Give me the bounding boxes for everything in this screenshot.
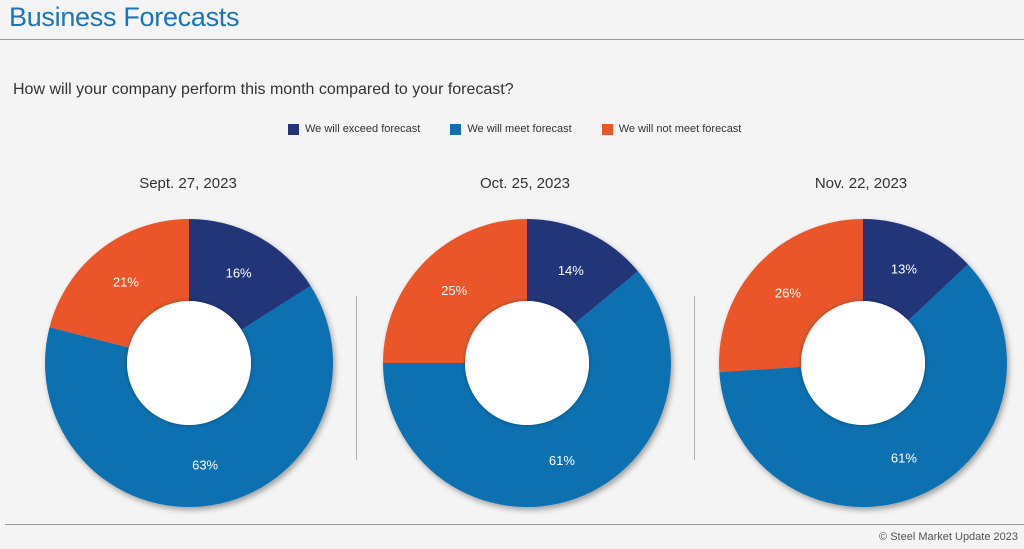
slice-label-exceed-nov: 13% [891,261,917,276]
legend-label-not-meet: We will not meet forecast [618,123,742,135]
legend-label-exceed: We will exceed forecast [305,123,421,135]
header-divider [0,39,1024,40]
slice-exceed-oct [527,219,638,324]
donut-hole-sept [127,301,251,425]
legend-swatch-exceed [288,123,299,135]
chart-title-oct: Oct. 25, 2023 [479,175,571,192]
slice-exceed-nov [863,219,968,321]
donut-hole-nov [801,301,925,425]
legend-swatch-meet [450,123,462,135]
chart-divider-1 [356,296,357,460]
slice-meet-sept [44,285,334,508]
slice-label-not-meet-oct: 25% [441,283,467,298]
legend-item-meet: We will meet forecast [450,123,572,135]
slice-label-exceed-oct: 14% [558,263,584,278]
donut-chart-oct: 14% 61% 25% [383,219,672,507]
page-title: Business Forecasts [9,2,240,32]
slice-meet-nov [719,264,1007,507]
copyright-footer: © Steel Market Update 2023 [879,531,1018,543]
slice-meet-oct [383,271,672,507]
legend-swatch-not-meet [601,123,613,135]
chart-title-nov: Nov. 22, 2023 [814,175,908,192]
chart-divider-2 [694,296,695,460]
footer-divider [5,524,1024,525]
legend-item-not-meet: We will not meet forecast [601,123,742,135]
donut-hole-oct [465,301,589,425]
legend-item-exceed: We will exceed forecast [288,123,420,135]
legend-label-meet: We will meet forecast [467,123,572,135]
donut-chart-sept: 16% 63% 21% [44,219,334,508]
slice-label-not-meet-nov: 26% [775,285,801,300]
slice-exceed-sept [189,219,311,330]
slice-label-meet-nov: 61% [891,451,917,466]
slice-label-meet-oct: 61% [549,453,575,468]
chart-title-sept: Sept. 27, 2023 [139,175,237,192]
donut-ring-oct [383,219,672,507]
slice-label-meet-sept: 63% [192,458,218,473]
slice-not-meet-nov [719,219,863,373]
survey-question: How will your company perform this month… [13,81,514,98]
chart-legend: We will exceed forecast We will meet for… [288,123,741,135]
slice-not-meet-oct [383,219,527,363]
donut-chart-nov: 13% 61% 26% [719,219,1007,507]
donut-ring-sept [44,219,334,508]
slice-not-meet-sept [49,219,190,348]
slice-label-not-meet-sept: 21% [113,275,139,290]
slice-label-exceed-sept: 16% [226,266,252,281]
donut-ring-nov [719,219,1007,507]
